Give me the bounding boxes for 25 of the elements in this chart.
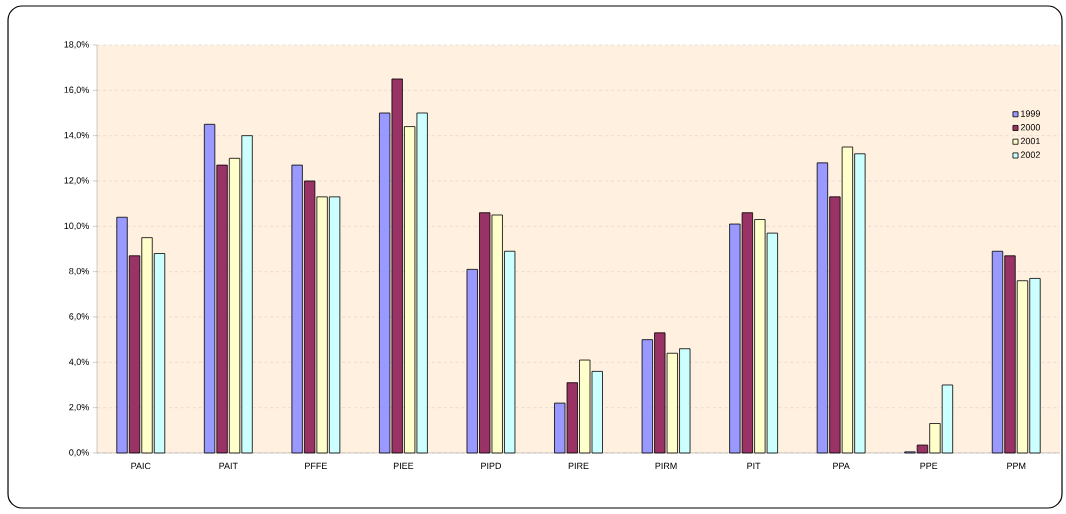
legend-label: 2000 [1020,124,1041,131]
y-tick-label: 16,0% [64,86,89,95]
legend-label: 2002 [1020,151,1040,158]
y-tick-label: 8,0% [69,267,89,276]
x-tick-label: PIPD [481,462,501,469]
x-tick-label: PIT [747,462,761,469]
y-tick-label: 10,0% [64,222,89,231]
y-tick-label: 2,0% [69,403,89,412]
x-tick-label: PAIT [219,462,238,469]
x-tick-label: PPM [1007,462,1026,469]
y-tick-label: 0,0% [69,449,89,457]
y-tick-label: 12,0% [64,177,89,185]
x-tick-label: PIRM [655,462,677,469]
legend-label: 2001 [1020,137,1040,145]
y-tick-label: 18,0% [64,41,89,49]
x-tick-label: PPE [920,462,938,469]
legend-label: 1999 [1021,110,1040,117]
x-tick-label: PIRE [568,462,589,469]
x-tick-label: PAIC [131,462,151,470]
y-tick-label: 6,0% [69,313,89,321]
y-tick-label: 4,0% [69,358,89,367]
y-tick-label: 14,0% [64,131,89,140]
x-tick-label: PIEE [393,462,414,469]
x-tick-label: PFFE [305,462,327,469]
x-tick-label: PPA [833,462,850,469]
